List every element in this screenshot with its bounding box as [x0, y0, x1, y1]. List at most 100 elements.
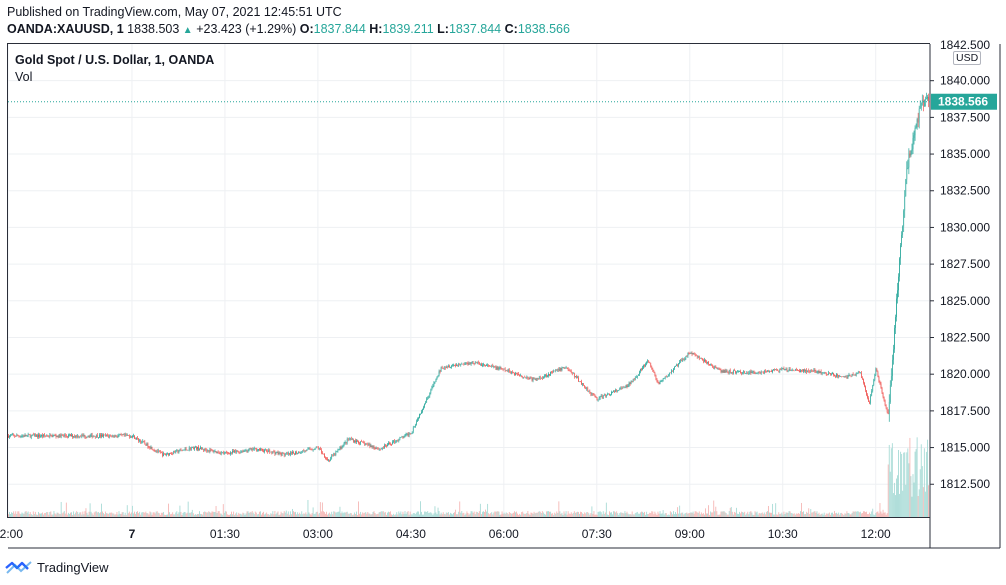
volume-bar [771, 512, 772, 517]
volume-bar [631, 511, 633, 517]
candle-body [630, 381, 632, 385]
volume-bar [437, 507, 439, 517]
volume-bar [471, 511, 473, 517]
candle-body [572, 373, 574, 374]
volume-bar [763, 512, 765, 517]
candle-body [148, 447, 150, 448]
candle-body [875, 369, 877, 375]
candle-body [778, 370, 780, 372]
tradingview-logo-icon [5, 561, 32, 574]
volume-bar [918, 489, 920, 517]
volume-bar [857, 511, 859, 517]
candle-body [375, 447, 377, 449]
volume-bar [769, 512, 770, 517]
candle-body [773, 369, 774, 371]
volume-bar [873, 514, 875, 517]
candle-body [398, 439, 400, 441]
candle-body [146, 443, 148, 446]
volume-bar [815, 512, 817, 517]
candle-body [301, 452, 303, 454]
volume-label: Vol [15, 70, 33, 84]
candle-body [341, 447, 343, 449]
candle-body [906, 168, 908, 180]
volume-bar [548, 511, 549, 517]
candle-body [678, 363, 679, 366]
candle-body [89, 435, 91, 438]
candle-body [869, 401, 870, 404]
candle-body [637, 374, 639, 376]
volume-bar [449, 512, 451, 517]
candle-body [425, 402, 427, 405]
candle-body [45, 435, 47, 437]
volume-bar [443, 513, 445, 517]
candle-body [272, 451, 274, 454]
volume-bar [89, 503, 91, 517]
candle-body [349, 438, 351, 440]
volume-bar [898, 450, 899, 517]
volume-bar [501, 511, 503, 517]
candle-body [432, 385, 434, 388]
y-tick-label: 1815.000 [940, 441, 990, 455]
candle-body [64, 435, 66, 436]
candle-body [389, 442, 390, 444]
candle-body [285, 453, 287, 455]
candle-body [581, 381, 582, 385]
candle-body [292, 452, 293, 454]
volume-bar [365, 512, 367, 517]
volume-bar [378, 512, 380, 517]
volume-bar [54, 513, 56, 517]
candle-body [775, 369, 777, 370]
volume-bar [529, 514, 531, 517]
volume-bar [255, 512, 257, 517]
volume-bar [295, 511, 297, 517]
volume-bar [566, 514, 568, 517]
volume-bar [317, 514, 319, 517]
candle-body [247, 450, 249, 452]
candle-body [183, 449, 185, 451]
volume-bar [99, 512, 101, 517]
candle-body [207, 450, 209, 452]
candle-body [14, 435, 16, 437]
candle-body [882, 392, 884, 397]
volume-bar [558, 501, 560, 517]
volume-bar [871, 511, 873, 517]
candle-body [49, 434, 51, 437]
volume-bar [383, 512, 385, 517]
volume-bar [917, 496, 919, 517]
volume-bar [49, 511, 51, 517]
volume-bar [305, 512, 307, 517]
candle-body [187, 449, 189, 451]
volume-bar [598, 511, 600, 517]
candle-body [788, 368, 790, 371]
volume-bar [216, 512, 218, 517]
volume-bar [645, 514, 647, 517]
candle-body [699, 358, 701, 359]
tradingview-logo[interactable]: TradingView [5, 557, 109, 577]
candle-body [115, 435, 117, 437]
candle-body [784, 369, 786, 371]
volume-bar [743, 512, 745, 517]
candle-body [878, 376, 880, 382]
volume-bar [312, 507, 314, 517]
candle-body [367, 444, 369, 446]
volume-bar [152, 512, 154, 517]
candle-body [710, 364, 711, 366]
candle-body [265, 449, 266, 451]
candle-body [53, 435, 55, 436]
volume-bar [195, 514, 197, 517]
volume-bar [909, 437, 911, 517]
volume-bar [252, 512, 254, 517]
volume-bar [151, 514, 153, 517]
currency-label[interactable]: USD [953, 51, 982, 65]
candle-body [594, 395, 596, 398]
tradingview-brand: TradingView [37, 559, 109, 575]
volume-bar [368, 513, 370, 517]
candle-body [127, 435, 129, 436]
candle-body [118, 435, 120, 436]
candle-body [200, 447, 201, 450]
volume-bar [730, 507, 732, 517]
volume-bar [28, 514, 30, 517]
volume-bar [607, 514, 609, 517]
candle-body [811, 370, 813, 371]
